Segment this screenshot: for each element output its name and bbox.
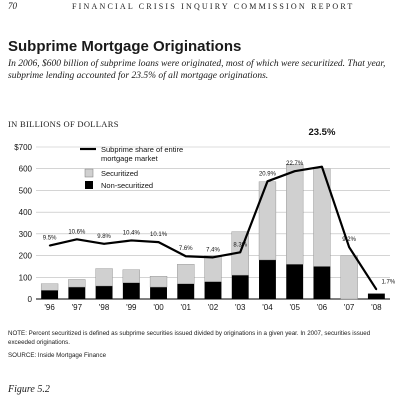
share-data-label: 9.5% (43, 236, 57, 242)
y-tick-label: $700 (14, 143, 32, 152)
y-tick-label: 500 (19, 186, 33, 195)
legend-label: Subprime share of entire (101, 145, 183, 154)
page-number: 70 (8, 1, 17, 11)
bar-non-securitized (231, 275, 249, 299)
label-layer: $700 600 500 400 300 200 100 0 '96 '97 '98 '99 '00 '0… (14, 127, 396, 312)
y-tick-label: 100 (19, 273, 33, 282)
share-data-label: 10.1% (150, 232, 168, 238)
legend-label: Securitized (101, 169, 138, 178)
share-data-label: 23.5% (308, 127, 335, 138)
y-tick-label: 200 (19, 252, 33, 261)
x-tick-label: '08 (371, 303, 382, 312)
share-data-label: 9.2% (342, 237, 356, 243)
x-tick-label: '01 (181, 303, 192, 312)
figure-title: Subprime Mortgage Originations (8, 38, 242, 55)
share-point (76, 238, 78, 241)
share-data-label: 20.9% (259, 171, 277, 177)
share-data-label: 10.6% (68, 229, 86, 235)
share-data-label: 1.7% (382, 279, 396, 285)
bar-securitized (122, 269, 140, 283)
bar-securitized (340, 255, 358, 300)
running-header: 70 Financial Crisis Inquiry Commission R… (0, 0, 400, 14)
bar-non-securitized (367, 293, 385, 299)
share-point (321, 165, 323, 168)
share-point (130, 239, 133, 242)
units-label: IN BILLIONS OF DOLLARS (8, 119, 119, 129)
share-data-label: 7.6% (179, 246, 193, 252)
share-data-label: 9.8% (97, 234, 111, 240)
share-data-label: 22.7% (286, 161, 304, 167)
bar-non-securitized (41, 290, 59, 299)
bar-non-securitized (259, 259, 276, 299)
share-line-layer (48, 165, 378, 291)
figure-subtitle: In 2006, $600 billion of subprime loans … (8, 59, 386, 81)
x-tick-label: '07 (344, 303, 355, 312)
running-title: Financial Crisis Inquiry Commission Repo… (72, 2, 355, 11)
bar-securitized (40, 283, 59, 291)
legend-swatch-non-securitized (85, 181, 93, 189)
share-point (184, 255, 187, 258)
x-tick-label: '96 (44, 303, 55, 312)
bar-non-securitized (68, 287, 86, 299)
legend-label: mortgage market (101, 154, 159, 163)
bar-layer (40, 164, 385, 300)
bar-securitized (286, 164, 304, 265)
y-tick-label: 400 (19, 208, 33, 217)
bar-non-securitized (286, 264, 304, 299)
share-point (348, 246, 350, 249)
x-tick-label: '03 (235, 303, 246, 312)
bar-securitized (258, 181, 277, 261)
bar-securitized (95, 268, 113, 287)
share-point (293, 170, 296, 173)
bar-securitized (149, 276, 168, 288)
share-point (239, 251, 242, 254)
y-tick-label: 600 (19, 165, 33, 174)
y-tick-label: 0 (28, 295, 33, 304)
bar-securitized (177, 264, 195, 284)
share-point (212, 256, 214, 259)
legend-label: Non-securitized (101, 181, 153, 190)
bar-non-securitized (95, 285, 113, 299)
bar-non-securitized (313, 266, 331, 299)
bar-non-securitized (122, 282, 140, 299)
bar-non-securitized (177, 283, 195, 299)
share-point (157, 241, 160, 243)
y-tick-label: 300 (19, 230, 33, 239)
bar-non-securitized (204, 281, 222, 299)
bar-securitized (204, 255, 222, 282)
share-point (103, 243, 105, 245)
share-data-label: 8.3% (233, 242, 247, 248)
bar-non-securitized (150, 287, 167, 299)
figure-source: SOURCE: Inside Mortgage Finance (8, 352, 107, 359)
x-tick-label: '99 (126, 303, 137, 312)
share-point (375, 288, 378, 291)
bar-securitized (68, 279, 86, 288)
legend-swatch-securitized (84, 168, 94, 178)
x-tick-label: '97 (72, 303, 83, 312)
figure-caption: Figure 5.2 (8, 384, 50, 395)
x-tick-label: '05 (289, 303, 300, 312)
share-data-label: 10.4% (123, 230, 141, 236)
share-point (48, 244, 51, 247)
x-tick-label: '04 (262, 303, 273, 312)
x-tick-label: '00 (153, 303, 164, 312)
share-point (266, 180, 269, 183)
share-data-label: 7.4% (206, 247, 220, 253)
x-tick-label: '06 (317, 303, 328, 312)
figure-note: NOTE: Percent securitized is defined as … (8, 330, 371, 346)
x-tick-label: '02 (208, 303, 219, 312)
x-tick-label: '98 (99, 303, 110, 312)
